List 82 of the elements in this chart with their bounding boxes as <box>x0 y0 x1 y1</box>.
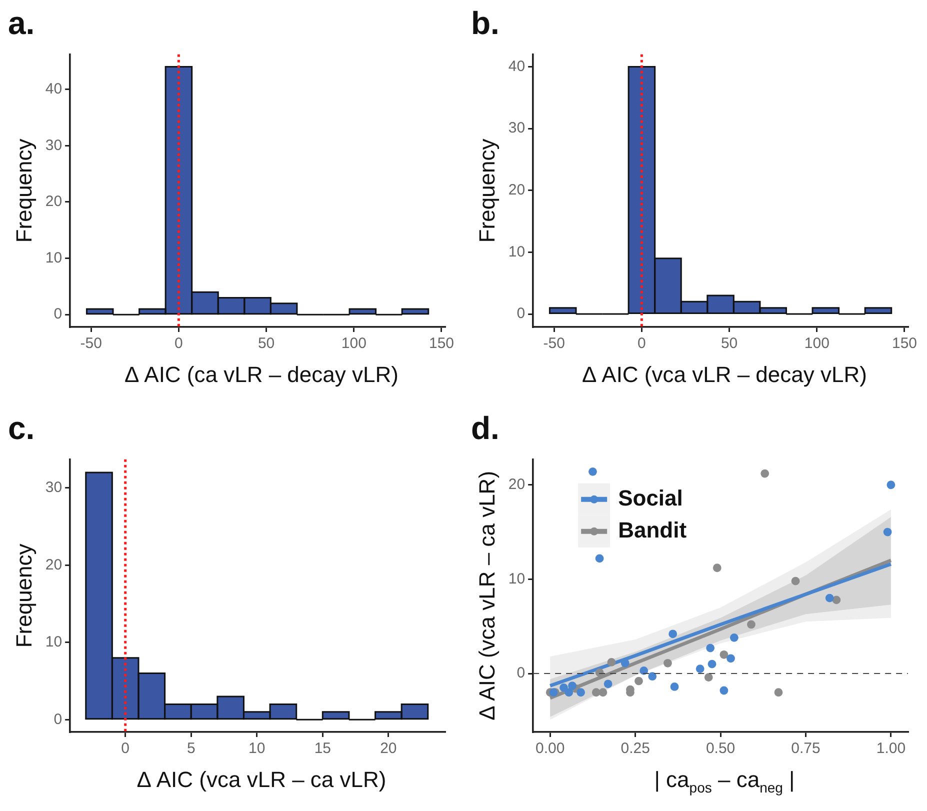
x-tick-label: 50 <box>258 335 275 352</box>
x-tick-label: -50 <box>80 335 102 352</box>
y-tick-label: 0 <box>516 664 526 682</box>
point <box>730 633 738 642</box>
y-tick-label: 10 <box>45 249 62 266</box>
x-tick-label: 100 <box>341 335 366 352</box>
x-tick-label: 0 <box>174 335 183 352</box>
point <box>664 658 672 668</box>
point <box>704 673 713 682</box>
y-tick-label: 20 <box>508 182 526 199</box>
point <box>568 682 576 690</box>
x-axis-title: Δ AIC (vca vLR – decay vLR) <box>581 362 868 388</box>
x-tick-label: 15 <box>314 740 332 758</box>
point <box>634 676 643 686</box>
point <box>832 596 841 604</box>
y-axis-title: Δ AIC (vca vLR – ca vLR) <box>474 470 500 720</box>
point <box>595 554 604 563</box>
y-tick-label: 30 <box>45 479 62 496</box>
point <box>696 664 704 673</box>
y-tick-label: 0 <box>54 306 62 323</box>
point <box>607 658 616 666</box>
x-axis-title: Δ AIC (vca vLR – ca vLR) <box>136 767 388 793</box>
y-axis-title: Frequency <box>11 138 36 243</box>
chart-title: b. <box>471 5 500 42</box>
point <box>640 666 648 675</box>
chart-title: c. <box>8 410 35 446</box>
y-axis-title: Frequency <box>474 138 500 243</box>
point <box>708 660 716 668</box>
point <box>825 594 834 602</box>
x-tick-label: 150 <box>428 335 454 352</box>
x-tick-label: 100 <box>804 335 830 352</box>
y-tick-label: 20 <box>45 193 62 210</box>
legend-label: Social <box>618 485 683 510</box>
point <box>604 680 612 688</box>
x-tick-label: 0 <box>638 335 646 352</box>
y-axis-title: Frequency <box>11 544 36 648</box>
point <box>774 688 783 697</box>
y-tick-label: 10 <box>508 570 526 588</box>
point <box>706 644 715 652</box>
x-tick-label: 10 <box>248 740 266 758</box>
x-tick-label: 1.00 <box>876 740 906 758</box>
point <box>720 650 728 659</box>
x-tick-label: 0 <box>121 740 130 758</box>
legend-label: Bandit <box>618 517 688 542</box>
point <box>747 620 756 629</box>
y-tick-label: 20 <box>508 476 526 494</box>
x-tick-label: 20 <box>380 740 397 758</box>
point <box>648 672 657 681</box>
x-tick-label: 0.50 <box>706 740 736 758</box>
point <box>883 528 892 536</box>
point <box>791 576 800 586</box>
point <box>712 564 722 572</box>
x-tick-label: 0.25 <box>620 740 650 758</box>
point <box>726 654 735 663</box>
point <box>760 469 770 478</box>
y-tick-label: 10 <box>45 634 62 651</box>
point <box>576 688 585 697</box>
x-tick-label: -50 <box>543 335 565 352</box>
x-axis-title: | ca$_{pos}$ – ca$_{neg}$ | <box>653 767 796 796</box>
x-axis-title: Δ AIC (ca vLR – decay vLR) <box>124 362 400 388</box>
chart-title: a. <box>8 5 35 42</box>
point <box>720 686 728 695</box>
y-tick-label: 40 <box>508 58 526 75</box>
y-tick-label: 0 <box>54 710 62 728</box>
x-tick-label: 5 <box>186 740 196 758</box>
x-tick-label: 0.00 <box>536 740 565 758</box>
y-tick-label: 30 <box>508 120 526 137</box>
y-tick-label: 40 <box>45 80 62 98</box>
point <box>670 682 679 691</box>
x-tick-label: 50 <box>720 335 738 352</box>
x-tick-label: 150 <box>892 335 918 352</box>
point <box>560 683 568 692</box>
y-tick-label: 20 <box>45 556 62 574</box>
x-tick-label: 0.75 <box>791 740 820 758</box>
y-tick-label: 0 <box>516 305 526 322</box>
y-tick-label: 30 <box>45 136 62 154</box>
y-tick-label: 10 <box>508 243 526 260</box>
point <box>588 467 597 476</box>
point <box>668 630 678 638</box>
point <box>886 480 896 490</box>
chart-title: d. <box>471 410 500 446</box>
point <box>592 688 600 697</box>
